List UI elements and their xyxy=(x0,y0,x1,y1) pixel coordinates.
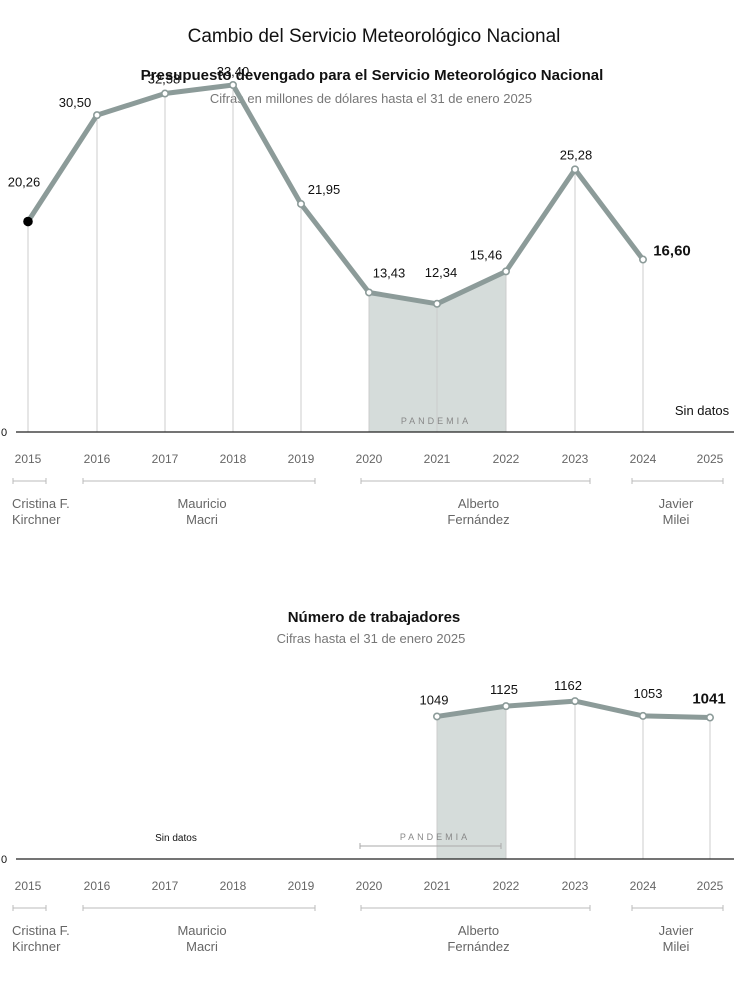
x-tick-2015: 2015 xyxy=(15,879,42,893)
government-name-1: Mauricio xyxy=(177,496,226,511)
value-label-2022: 1125 xyxy=(490,682,518,697)
data-point-2022 xyxy=(501,702,510,711)
no-data-label: Sin datos xyxy=(675,403,730,418)
x-tick-2017: 2017 xyxy=(152,452,179,466)
government-name-0: Cristina F. xyxy=(12,923,70,938)
value-label-2024: 16,60 xyxy=(653,243,691,260)
x-tick-2023: 2023 xyxy=(562,879,589,893)
government-name-0: Cristina F. xyxy=(12,496,70,511)
data-point-2023 xyxy=(570,165,579,174)
x-tick-2022: 2022 xyxy=(493,879,520,893)
pandemic-label: PANDEMIA xyxy=(401,416,471,426)
value-label-2018: 33,40 xyxy=(217,64,250,79)
x-tick-2017: 2017 xyxy=(152,879,179,893)
government-surname-2: Fernández xyxy=(447,939,509,954)
no-data-label: Sin datos xyxy=(155,833,197,844)
government-name-3: Javier xyxy=(659,923,694,938)
workers-chart-subtitle: Cifras hasta el 31 de enero 2025 xyxy=(277,631,466,646)
x-tick-2016: 2016 xyxy=(84,452,111,466)
government-surname-2: Fernández xyxy=(447,512,509,527)
value-label-2015: 20,26 xyxy=(8,175,41,190)
x-tick-2022: 2022 xyxy=(493,452,520,466)
value-label-2023: 1162 xyxy=(554,678,582,693)
value-label-2019: 21,95 xyxy=(308,182,341,197)
government-name-3: Javier xyxy=(659,496,694,511)
x-tick-2018: 2018 xyxy=(220,452,247,466)
value-label-2017: 32,58 xyxy=(148,72,181,87)
data-point-2019 xyxy=(296,199,305,208)
x-tick-2021: 2021 xyxy=(424,879,451,893)
data-point-2021 xyxy=(432,712,441,721)
government-surname-3: Milei xyxy=(663,512,690,527)
x-tick-2015: 2015 xyxy=(15,452,42,466)
data-point-2018 xyxy=(229,81,238,90)
data-point-2024 xyxy=(638,255,647,264)
budget-chart-title: Presupuesto devengado para el Servicio M… xyxy=(141,67,604,84)
workers-chart: PANDEMIA 0 1049 1125 1162 1053 1041 Sin datos 20… xyxy=(1,678,734,954)
data-point-2020 xyxy=(364,288,373,297)
data-point-2016 xyxy=(93,111,102,120)
value-label-2022: 15,46 xyxy=(470,247,503,262)
value-label-2023: 25,28 xyxy=(560,147,593,162)
value-label-2020: 13,43 xyxy=(373,265,406,280)
pandemic-shade xyxy=(437,706,506,859)
data-point-2022 xyxy=(501,267,510,276)
government-surname-0: Kirchner xyxy=(12,512,61,527)
government-surname-3: Milei xyxy=(663,939,690,954)
pandemic-label: PANDEMIA xyxy=(400,832,470,842)
x-tick-2024: 2024 xyxy=(630,452,657,466)
value-label-2016: 30,50 xyxy=(59,95,92,110)
data-point-2021 xyxy=(432,299,441,308)
x-tick-2021: 2021 xyxy=(424,452,451,466)
government-name-1: Mauricio xyxy=(177,923,226,938)
value-label-2025: 1041 xyxy=(692,691,725,708)
government-name-2: Alberto xyxy=(458,923,499,938)
x-tick-2016: 2016 xyxy=(84,879,111,893)
x-tick-2024: 2024 xyxy=(630,879,657,893)
government-surname-0: Kirchner xyxy=(12,939,61,954)
value-label-2021: 12,34 xyxy=(425,265,458,280)
government-name-2: Alberto xyxy=(458,496,499,511)
main-title: Cambio del Servicio Meteorológico Nacion… xyxy=(188,26,561,47)
x-tick-2023: 2023 xyxy=(562,452,589,466)
y-axis-zero-label: 0 xyxy=(1,854,7,866)
x-tick-2020: 2020 xyxy=(356,452,383,466)
series-line xyxy=(25,82,646,307)
x-tick-2020: 2020 xyxy=(356,879,383,893)
value-label-2021: 1049 xyxy=(420,692,449,707)
x-tick-2019: 2019 xyxy=(288,452,315,466)
x-tick-2018: 2018 xyxy=(220,879,247,893)
budget-chart: PANDEMIA 0 20,26 30,50 32,58 33,40 21,95 13,43 1… xyxy=(1,64,734,527)
value-label-2024: 1053 xyxy=(634,686,663,701)
government-surname-1: Macri xyxy=(186,939,218,954)
y-axis-zero-label: 0 xyxy=(1,427,7,439)
workers-chart-title: Número de trabajadores xyxy=(288,609,461,626)
government-surname-1: Macri xyxy=(186,512,218,527)
data-point-2023 xyxy=(570,697,579,706)
data-point-2015 xyxy=(23,216,33,227)
x-tick-2019: 2019 xyxy=(288,879,315,893)
data-point-2024 xyxy=(638,711,647,720)
data-point-2017 xyxy=(161,89,170,98)
budget-chart-subtitle: Cifras en millones de dólares hasta el 3… xyxy=(210,91,532,106)
x-tick-2025: 2025 xyxy=(697,452,724,466)
x-tick-2025: 2025 xyxy=(697,879,724,893)
data-point-2025 xyxy=(705,713,714,722)
